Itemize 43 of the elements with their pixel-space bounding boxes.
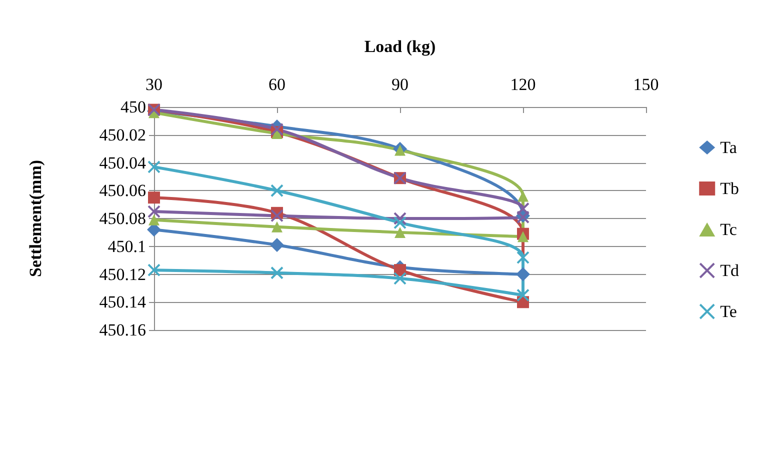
point <box>148 160 160 174</box>
point <box>270 266 284 280</box>
y-tick-label: 450 <box>120 98 146 116</box>
point <box>516 251 530 264</box>
point <box>272 221 282 232</box>
point <box>394 226 406 238</box>
legend-label: Tc <box>720 220 738 239</box>
point <box>516 288 530 302</box>
point <box>394 216 406 230</box>
y-tick-label: 450.06 <box>99 181 146 200</box>
y-tick-label: 450.04 <box>99 153 146 172</box>
x-tick-label: 120 <box>510 75 536 94</box>
x-tick-label: 30 <box>146 75 162 94</box>
x-axis-title: Load (kg) <box>364 37 436 56</box>
legend-label: Tb <box>720 179 740 198</box>
point <box>518 231 528 242</box>
y-tick-label: 450.08 <box>99 209 146 228</box>
y-tick-label: 450.16 <box>99 320 146 340</box>
point <box>148 205 160 218</box>
point <box>394 212 406 225</box>
point <box>516 202 530 216</box>
point <box>270 184 284 198</box>
point <box>394 272 406 285</box>
point <box>148 192 160 204</box>
x-tick-label: 90 <box>392 75 408 94</box>
y-tick-label: 450.14 <box>99 292 146 312</box>
point <box>148 214 160 226</box>
y-tick-label: 450.02 <box>99 125 146 144</box>
point <box>270 209 284 222</box>
point <box>270 238 284 252</box>
point <box>270 122 284 136</box>
point <box>518 190 528 202</box>
x-tick-label: 150 <box>633 75 659 94</box>
legend-label: Td <box>720 261 740 280</box>
x-tick-label: 60 <box>268 75 286 94</box>
legend-label: Te <box>720 302 737 321</box>
y-tick-label: 450.12 <box>99 264 146 284</box>
point <box>394 144 406 156</box>
y-tick-label: 450.1 <box>108 236 146 256</box>
point <box>148 264 160 277</box>
point <box>516 267 530 282</box>
y-axis-title: Settlement(mm) <box>26 160 45 278</box>
legend-label: Ta <box>720 138 738 157</box>
